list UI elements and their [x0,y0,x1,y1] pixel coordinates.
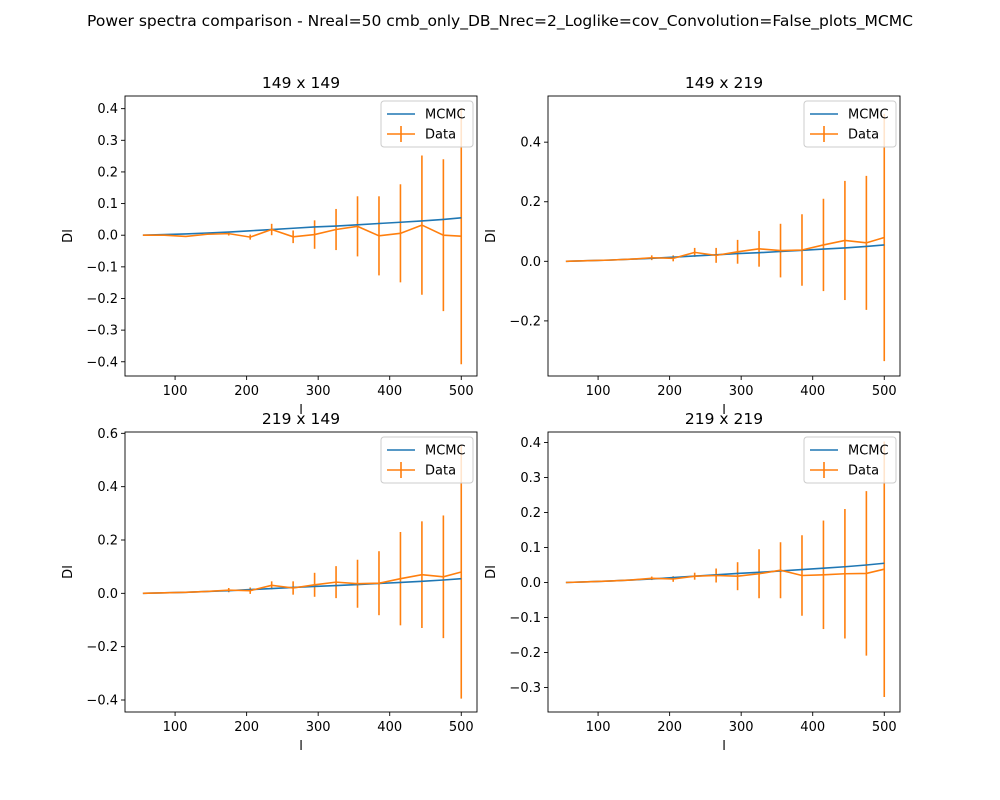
x-tick-label: 400 [800,384,825,399]
x-tick-label: 200 [657,384,682,399]
legend: MCMC Data [380,100,474,148]
legend: MCMC Data [803,100,897,148]
y-axis-label: Dl [61,565,76,579]
y-tick-label: −0.2 [86,640,118,655]
x-tick-label: 400 [377,384,402,399]
y-tick-label: 0.4 [520,436,541,451]
y-axis-label: Dl [61,229,76,243]
legend-data-label: Data [848,128,879,143]
subplot-title: 219 x 219 [685,410,763,428]
y-tick-label: 0.3 [97,134,118,149]
y-tick-label: −0.2 [86,292,118,307]
y-tick-label: −0.2 [509,314,541,329]
x-tick-label: 300 [306,720,331,735]
legend-box [803,100,897,148]
axes-frame [124,95,478,377]
data-line [142,224,462,238]
x-tick-label: 300 [729,720,754,735]
subplot-title: 219 x 149 [262,410,340,428]
x-axis-label: l [299,739,303,754]
data-line [565,568,885,584]
y-axis-label: Dl [484,229,499,243]
y-tick-label: 0.0 [520,255,541,270]
legend-mcmc-label: MCMC [425,444,466,459]
legend-box [803,436,897,484]
mcmc-line [142,217,462,237]
legend-data-label: Data [848,464,879,479]
x-tick-label: 500 [872,384,897,399]
subplot-1: 149 x 149 100 200 300 400 500 −0.4 −0.3 −0.2 −0.1… [61,74,478,418]
subplot-4: 219 x 219 100 200 300 400 500 −0.3 −0.2 −0.1 0.0 0… [484,410,901,754]
y-tick-label: 0.0 [97,229,118,244]
y-tick-label: 0.3 [520,471,541,486]
legend-data-label: Data [425,464,456,479]
y-tick-label: 0.2 [97,534,118,549]
x-tick-label: 100 [586,384,611,399]
y-tick-label: −0.4 [86,355,118,370]
y-tick-label: 0.0 [97,587,118,602]
legend-mcmc-label: MCMC [425,108,466,123]
x-tick-label: 500 [449,384,474,399]
x-tick-label: 300 [729,384,754,399]
figure-suptitle: Power spectra comparison - Nreal=50 cmb_… [87,12,913,30]
x-tick-label: 400 [377,720,402,735]
axes-frame [124,431,478,713]
x-tick-label: 400 [800,720,825,735]
x-axis-label: l [299,403,303,418]
x-tick-label: 500 [449,720,474,735]
y-tick-label: 0.4 [97,102,118,117]
y-tick-label: 0.4 [520,136,541,151]
y-tick-label: 0.1 [520,541,541,556]
x-tick-label: 100 [586,720,611,735]
y-tick-label: −0.1 [86,260,118,275]
axes-frame [547,95,901,377]
y-tick-label: 0.0 [520,576,541,591]
x-tick-label: 200 [657,720,682,735]
data-line [142,571,462,595]
x-tick-label: 100 [163,720,188,735]
y-tick-label: 0.2 [520,506,541,521]
legend-mcmc-label: MCMC [848,444,889,459]
y-axis-label: Dl [484,565,499,579]
subplot-title: 149 x 219 [685,74,763,92]
legend-data-label: Data [425,128,456,143]
y-tick-label: −0.2 [509,646,541,661]
axes-frame [547,431,901,713]
legend: MCMC Data [803,436,897,484]
y-tick-label: 0.2 [97,165,118,180]
mcmc-line [565,562,885,584]
data-line [565,236,885,263]
x-tick-label: 100 [163,384,188,399]
y-tick-label: 0.4 [97,480,118,495]
x-axis-label: l [722,739,726,754]
subplot-title: 149 x 149 [262,74,340,92]
x-axis-label: l [722,403,726,418]
y-tick-label: 0.1 [97,197,118,212]
x-tick-label: 200 [234,384,259,399]
legend-mcmc-label: MCMC [848,108,889,123]
legend: MCMC Data [380,436,474,484]
x-tick-label: 300 [306,384,331,399]
x-tick-label: 500 [872,720,897,735]
x-tick-label: 200 [234,720,259,735]
subplot-2: 149 x 219 100 200 300 400 500 −0.2 0.0 0.2 0.4 l Dl… [484,74,901,418]
y-tick-label: −0.3 [86,324,118,339]
y-tick-label: 0.6 [97,427,118,442]
y-tick-label: 0.2 [520,195,541,210]
legend-box [380,436,474,484]
y-tick-label: −0.4 [86,694,118,709]
y-tick-label: −0.1 [509,611,541,626]
y-tick-label: −0.3 [509,681,541,696]
legend-box [380,100,474,148]
subplot-3: 219 x 149 100 200 300 400 500 −0.4 −0.2 0.0 0.2 0.… [61,410,478,754]
